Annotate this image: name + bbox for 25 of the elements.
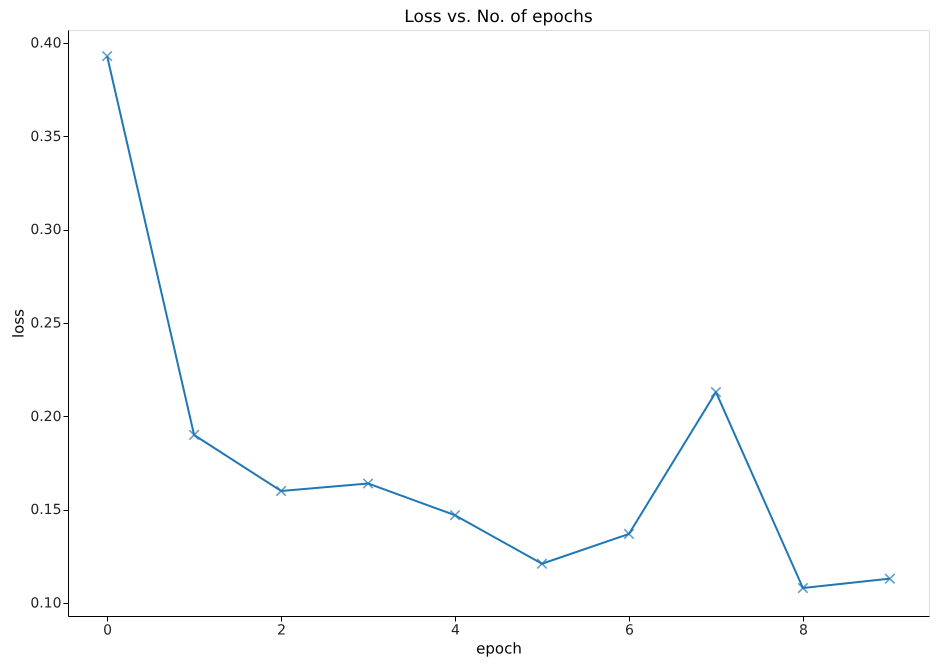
point (449, 510, 461, 521)
chart-title: Loss vs. No. of epochs (404, 7, 593, 27)
point (102, 50, 113, 62)
y-tick-label: 0.15 (30, 502, 62, 518)
x-tick-label: 2 (277, 622, 286, 638)
y-tick-label: 0.20 (30, 408, 62, 425)
x-tick-label: 6 (624, 622, 634, 638)
x-tick-label: 4 (451, 622, 460, 638)
point (884, 573, 896, 584)
point (623, 528, 634, 540)
x-tick-label: 0 (103, 622, 112, 638)
point (710, 386, 722, 398)
point (188, 429, 200, 441)
point (362, 478, 374, 490)
y-tick-label: 0.25 (30, 316, 62, 332)
point (797, 582, 808, 594)
x-axis-title: epoch (476, 640, 522, 658)
y-tick-label: 0.35 (30, 128, 62, 145)
point (276, 485, 287, 497)
y-tick-label: 0.10 (30, 595, 62, 612)
y-axis-title: loss (9, 308, 28, 338)
point (536, 558, 548, 570)
y-tick-label: 0.30 (30, 222, 62, 238)
x-tick-label: 8 (798, 622, 808, 638)
y-tick-label: 0.40 (30, 36, 62, 52)
